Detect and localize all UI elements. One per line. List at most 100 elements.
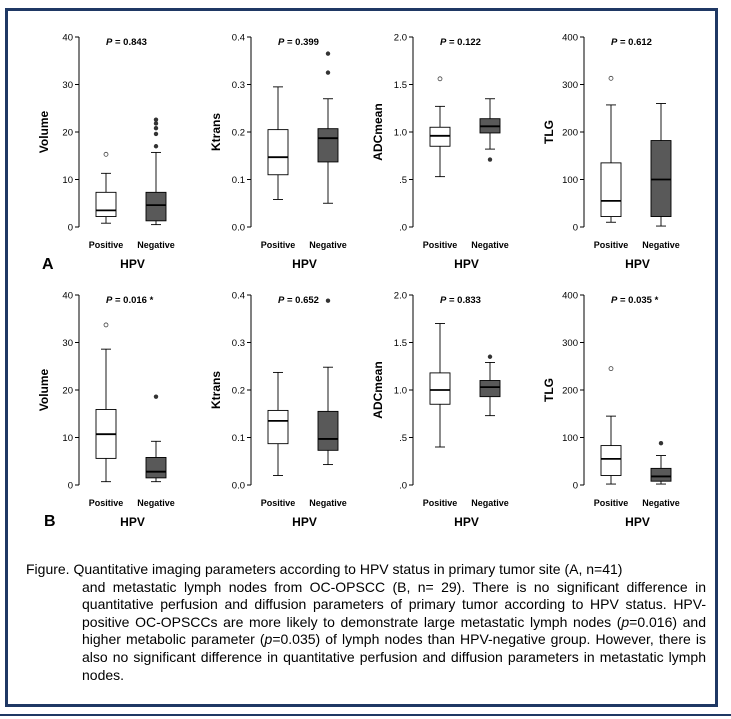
- iqr-box: [479, 380, 501, 398]
- y-tick-label: 0.4: [232, 33, 245, 44]
- iqr-box: [145, 191, 167, 222]
- panel-letter-a: A: [42, 256, 54, 273]
- box-negative: [145, 117, 167, 226]
- outlier-point: [487, 354, 493, 359]
- box-negative: [317, 298, 339, 466]
- y-axis-title: Ktrans: [209, 113, 223, 151]
- y-tick-label: 400: [562, 33, 578, 44]
- panel-letter-b: B: [44, 513, 56, 530]
- box-positive: [95, 151, 117, 224]
- y-axis-title: TLG: [542, 120, 556, 144]
- y-tick-label: 20: [62, 386, 73, 397]
- x-category-label: Negative: [137, 498, 175, 508]
- p-value-label: P = 0.843: [106, 37, 147, 48]
- y-tick-label: 10: [62, 433, 73, 444]
- boxplot-b-tlg: 0 100 200 300 400 TLG P = 0.035 * Positive Negat…: [542, 291, 692, 529]
- p-value-label: P = 0.833: [440, 295, 481, 306]
- box-negative: [650, 441, 672, 485]
- y-tick-label: 0.1: [232, 433, 245, 444]
- box-negative: [479, 98, 501, 162]
- figure-caption: Figure. Quantitative imaging parameters …: [26, 561, 706, 684]
- x-axis-title: HPV: [120, 515, 145, 529]
- y-tick-label: 10: [62, 175, 73, 186]
- y-tick-label: 40: [62, 291, 73, 302]
- box-positive: [267, 371, 289, 476]
- x-category-label: Positive: [423, 240, 458, 250]
- y-tick-label: 0.3: [232, 338, 245, 349]
- outlier-point: [103, 322, 109, 328]
- iqr-box: [429, 372, 451, 405]
- x-axis-title: HPV: [292, 515, 317, 529]
- iqr-box: [600, 445, 622, 476]
- iqr-box: [317, 128, 339, 163]
- y-tick-label: 0.1: [232, 175, 245, 186]
- y-tick-label: .5: [399, 433, 407, 444]
- p-value-label: P = 0.652: [278, 295, 319, 306]
- boxplot-a-tlg: 0 100 200 300 400 TLG P = 0.612 Positive Negativ…: [542, 33, 692, 271]
- outlier-point: [153, 121, 159, 126]
- y-tick-label: 0: [573, 481, 578, 492]
- outlier-point: [153, 131, 159, 137]
- x-category-label: Positive: [261, 498, 296, 508]
- outlier-point: [325, 70, 331, 75]
- x-category-label: Positive: [594, 240, 629, 250]
- y-tick-label: 20: [62, 128, 73, 139]
- y-axis-title: Volume: [37, 368, 51, 411]
- caption-italic-p: p: [621, 613, 630, 630]
- boxplot-b-volume: 0 10 20 30 40 Volume P = 0.016 * Positive Negati…: [37, 291, 187, 529]
- x-category-label: Negative: [137, 240, 175, 250]
- figure-frame: [5, 8, 718, 707]
- bottom-rule: [0, 714, 731, 716]
- y-axis-title: ADCmean: [371, 361, 385, 418]
- outlier-point: [487, 157, 493, 162]
- outlier-point: [153, 394, 159, 399]
- x-category-label: Positive: [89, 498, 124, 508]
- caption-first-line: Figure. Quantitative imaging parameters …: [26, 561, 623, 577]
- y-tick-label: 400: [562, 291, 578, 302]
- iqr-box: [650, 140, 672, 218]
- box-negative: [145, 394, 167, 483]
- box-positive: [95, 322, 117, 483]
- outlier-point: [608, 75, 614, 81]
- y-tick-label: 100: [562, 175, 578, 186]
- x-category-label: Negative: [309, 498, 347, 508]
- x-axis-title: HPV: [120, 257, 145, 271]
- caption-text-run: =0.035) of lymph nodes than HPV-negative…: [82, 631, 706, 683]
- y-tick-label: 0.0: [232, 481, 245, 492]
- y-tick-label: 30: [62, 80, 73, 91]
- y-axis-title: ADCmean: [371, 103, 385, 160]
- y-tick-label: 1.0: [394, 386, 407, 397]
- y-tick-label: 300: [562, 80, 578, 91]
- y-tick-label: 40: [62, 33, 73, 44]
- y-tick-label: 0.4: [232, 291, 245, 302]
- outlier-point: [658, 441, 664, 446]
- x-category-label: Negative: [471, 498, 509, 508]
- y-tick-label: 0.0: [232, 223, 245, 234]
- y-tick-label: 200: [562, 128, 578, 139]
- outlier-point: [608, 366, 614, 372]
- x-category-label: Negative: [309, 240, 347, 250]
- box-negative: [650, 103, 672, 227]
- boxplot-a-volume: 0 10 20 30 40 Volume P = 0.843 Positive Negative…: [37, 33, 187, 271]
- iqr-box: [429, 126, 451, 147]
- iqr-box: [267, 409, 289, 445]
- x-axis-title: HPV: [454, 515, 479, 529]
- boxplot-a-ktrans: 0.0 0.1 0.2 0.3 0.4 Ktrans P = 0.399 Positive Ne…: [209, 33, 359, 271]
- iqr-box: [145, 457, 167, 479]
- p-value-label: P = 0.399: [278, 37, 319, 48]
- plot-area: [412, 33, 521, 231]
- box-positive: [429, 76, 451, 178]
- y-tick-label: 0.2: [232, 386, 245, 397]
- y-tick-label: 300: [562, 338, 578, 349]
- plot-area: [583, 33, 692, 231]
- outlier-point: [153, 126, 159, 131]
- y-axis-title: TLG: [542, 378, 556, 402]
- x-axis-title: HPV: [292, 257, 317, 271]
- y-tick-label: 0.2: [232, 128, 245, 139]
- boxplot-b-ktrans: 0.0 0.1 0.2 0.3 0.4 Ktrans P = 0.652 Positive Ne…: [209, 291, 359, 529]
- p-value-label: P = 0.122: [440, 37, 481, 48]
- y-tick-label: 1.0: [394, 128, 407, 139]
- p-value-label: P = 0.016 *: [106, 295, 154, 306]
- iqr-box: [267, 129, 289, 176]
